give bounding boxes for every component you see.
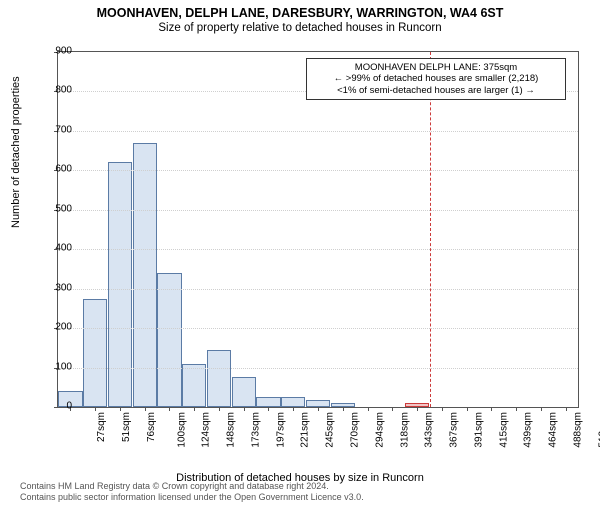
xtick-label: 415sqm [498,412,509,448]
ytick-label: 100 [42,361,72,372]
gridline [58,210,578,211]
ytick-label: 600 [42,164,72,175]
xtick-mark [467,407,468,411]
ytick-label: 400 [42,243,72,254]
xtick-mark [293,407,294,411]
bar-container [58,52,578,407]
xtick-label: 100sqm [176,412,187,448]
histogram-bar [281,397,305,407]
credit-text: Contains HM Land Registry data © Crown c… [20,481,364,502]
xtick-mark [368,407,369,411]
ytick-label: 200 [42,322,72,333]
xtick-label: 367sqm [449,412,460,448]
ytick-label: 300 [42,282,72,293]
xtick-mark [268,407,269,411]
xtick-label: 51sqm [121,412,132,442]
xtick-label: 27sqm [96,412,107,442]
xtick-mark [120,407,121,411]
xtick-label: 245sqm [325,412,336,448]
credit-line-2: Contains public sector information licen… [20,492,364,502]
xtick-mark [392,407,393,411]
gridline [58,328,578,329]
ytick-label: 900 [42,46,72,57]
xtick-label: 76sqm [146,412,157,442]
annotation-line-3: <1% of semi-detached houses are larger (… [337,85,535,96]
xtick-label: 318sqm [399,412,410,448]
annotation-line-1: MOONHAVEN DELPH LANE: 375sqm [355,62,517,73]
xtick-mark [194,407,195,411]
xtick-mark [145,407,146,411]
y-axis-label: Number of detached properties [10,76,22,228]
xtick-mark [95,407,96,411]
xtick-label: 270sqm [350,412,361,448]
page-subtitle: Size of property relative to detached ho… [0,22,600,34]
annotation-line-2: ← >99% of detached houses are smaller (2… [334,73,539,84]
xtick-label: 439sqm [523,412,534,448]
xtick-label: 221sqm [300,412,311,448]
ytick-label: 0 [42,401,72,412]
xtick-label: 124sqm [201,412,212,448]
xtick-mark [219,407,220,411]
xtick-mark [491,407,492,411]
gridline [58,249,578,250]
xtick-label: 197sqm [275,412,286,448]
xtick-mark [318,407,319,411]
xtick-mark [169,407,170,411]
gridline [58,289,578,290]
xtick-mark [442,407,443,411]
xtick-mark [541,407,542,411]
xtick-label: 343sqm [424,412,435,448]
xtick-label: 294sqm [374,412,385,448]
histogram-bar [108,162,132,407]
gridline [58,170,578,171]
credit-line-1: Contains HM Land Registry data © Crown c… [20,481,329,491]
gridline [58,368,578,369]
xtick-label: 173sqm [251,412,262,448]
gridline [58,131,578,132]
ytick-label: 500 [42,203,72,214]
ytick-label: 700 [42,124,72,135]
chart-plot-area: MOONHAVEN DELPH LANE: 375sqm← >99% of de… [57,51,579,408]
xtick-mark [417,407,418,411]
histogram-bar [157,273,181,407]
histogram-bar [207,350,231,407]
histogram-bar [83,299,107,407]
xtick-label: 488sqm [572,412,583,448]
xtick-mark [566,407,567,411]
page-title: MOONHAVEN, DELPH LANE, DARESBURY, WARRIN… [0,6,600,20]
property-marker-line [430,52,431,407]
xtick-label: 464sqm [548,412,559,448]
xtick-label: 391sqm [473,412,484,448]
xtick-mark [516,407,517,411]
histogram-bar [232,377,256,407]
histogram-bar [182,364,206,407]
xtick-mark [343,407,344,411]
histogram-bar [256,397,280,407]
annotation-box: MOONHAVEN DELPH LANE: 375sqm← >99% of de… [306,58,566,100]
histogram-bar [306,400,330,407]
ytick-label: 800 [42,85,72,96]
xtick-mark [244,407,245,411]
xtick-label: 148sqm [226,412,237,448]
